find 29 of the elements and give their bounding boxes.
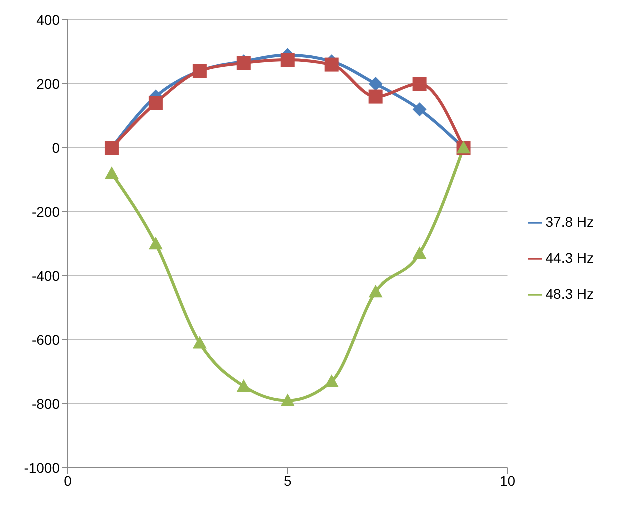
- x-tick-label: 5: [284, 472, 292, 489]
- point: [412, 246, 427, 260]
- legend-label: 48.3 Hz: [546, 286, 594, 302]
- point: [236, 379, 251, 392]
- point: [192, 336, 207, 349]
- point: [412, 77, 427, 91]
- y-tick-label: -200: [32, 204, 60, 220]
- legend-label: 44.3 Hz: [546, 250, 594, 266]
- y-tick-label: -1000: [24, 460, 60, 476]
- point: [368, 90, 383, 104]
- y-tick-label: 200: [36, 76, 60, 92]
- point: [368, 285, 383, 298]
- point: [280, 53, 295, 67]
- x-tick-label: 10: [500, 472, 516, 489]
- point: [104, 166, 119, 180]
- point: [148, 237, 163, 250]
- point: [324, 374, 339, 388]
- y-tick-label: 400: [36, 12, 60, 28]
- legend-label: 37.8 Hz: [546, 214, 594, 230]
- point: [148, 96, 163, 110]
- point: [412, 102, 427, 117]
- x-tick-label: 0: [64, 472, 72, 489]
- y-tick-label: -400: [32, 268, 60, 284]
- point: [368, 77, 383, 91]
- y-tick-label: -600: [32, 332, 60, 348]
- point: [324, 58, 339, 72]
- point: [280, 394, 295, 406]
- y-tick-label: -800: [32, 396, 60, 412]
- y-tick-label: 0: [52, 140, 60, 156]
